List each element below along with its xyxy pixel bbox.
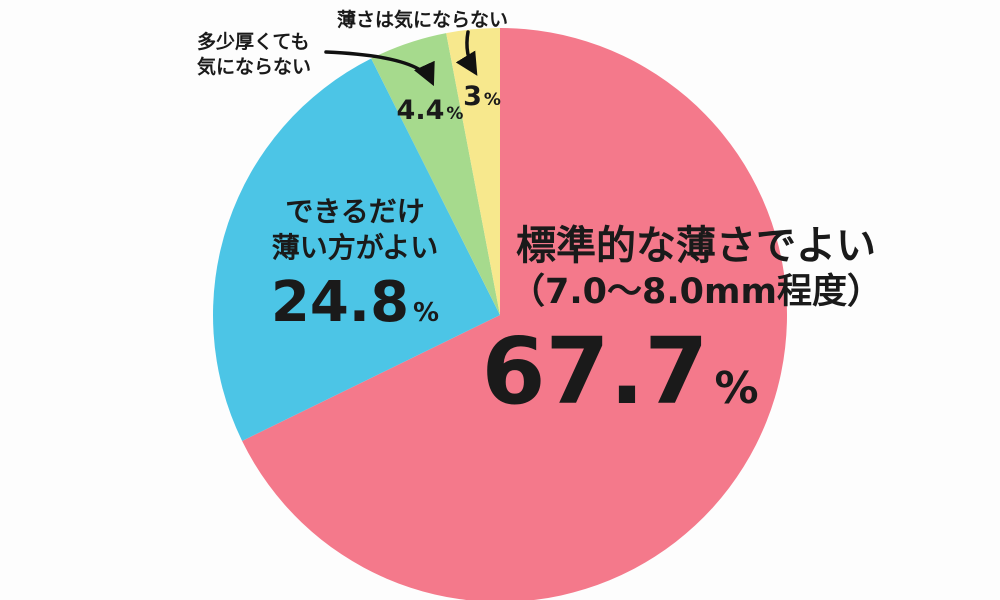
segment-label-thinner: できるだけ 薄い方がよい 24.8%	[238, 194, 472, 333]
segment-value-thicker-ok: 4.4%	[380, 96, 480, 126]
segment-value-thinner-unit: %	[413, 297, 440, 328]
segment-value-standard-unit: %	[714, 363, 759, 414]
segment-value-thinner: 24.8%	[238, 269, 472, 335]
segment-label-standard-line2: （7.0～8.0mm程度）	[510, 271, 882, 312]
pie-slice-3	[446, 28, 500, 315]
segment-value-thinner-number: 24.8	[270, 269, 410, 335]
callout-arrow-green-icon	[324, 50, 435, 87]
segment-label-standard-line1: 標準的な薄さでよい	[516, 223, 876, 269]
segment-value-standard-number: 67.7	[481, 318, 709, 425]
segment-label-dont-care: 薄さは気にならない	[337, 9, 509, 31]
segment-label-thinner-line1: できるだけ	[285, 195, 425, 228]
segment-label-thicker-ok-line2: 気にならない	[197, 56, 312, 79]
segment-value-thicker-ok-unit: %	[446, 104, 464, 124]
callout-arrow-yellow-icon	[455, 30, 478, 76]
segment-label-standard-thickness: 標準的な薄さでよい （7.0～8.0mm程度）	[480, 222, 912, 313]
segment-label-thinner-line2: 薄い方がよい	[271, 230, 439, 264]
segment-value-standard: 67.7%	[450, 326, 790, 418]
segment-value-dont-care: 3%	[452, 82, 512, 112]
segment-label-thicker-ok: 多少厚くても 気にならない	[197, 30, 311, 80]
pie-slice-2	[371, 33, 500, 316]
pie-slice-0	[242, 28, 788, 600]
segment-label-thicker-ok-line1: 多少厚くても	[197, 31, 310, 53]
segment-value-dont-care-unit: %	[483, 90, 501, 110]
segment-value-dont-care-number: 3	[463, 81, 482, 112]
pie-slice-1	[213, 58, 501, 441]
pie-slices	[213, 28, 788, 600]
segment-value-thicker-ok-number: 4.4	[396, 95, 445, 126]
